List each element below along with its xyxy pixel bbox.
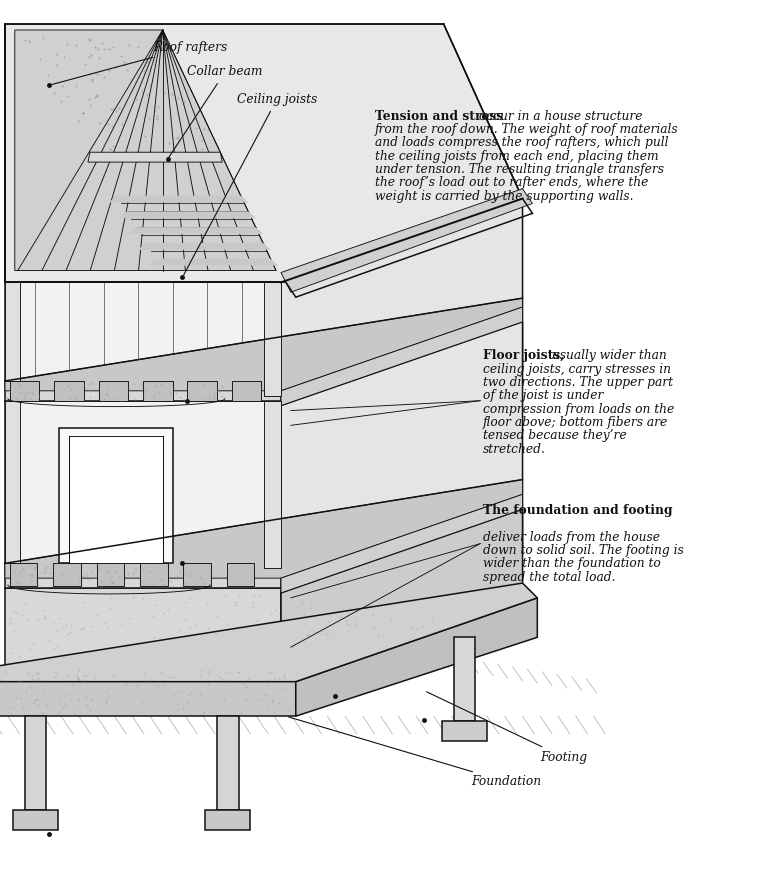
Text: and loads compress the roof rafters, which pull: and loads compress the roof rafters, whi… (374, 136, 668, 150)
Polygon shape (265, 282, 281, 396)
Polygon shape (140, 564, 168, 586)
Polygon shape (281, 307, 522, 406)
Text: Footing: Footing (427, 692, 587, 763)
Polygon shape (5, 564, 281, 588)
Polygon shape (88, 152, 222, 162)
Polygon shape (265, 401, 281, 568)
Polygon shape (10, 564, 37, 586)
Polygon shape (55, 381, 84, 401)
Polygon shape (25, 716, 46, 810)
Text: weight is carried by the supporting walls.: weight is carried by the supporting wall… (374, 190, 633, 202)
Polygon shape (205, 810, 250, 830)
Polygon shape (148, 259, 278, 265)
Polygon shape (96, 564, 124, 586)
Polygon shape (5, 479, 522, 578)
Polygon shape (5, 401, 281, 564)
Text: spread the total load.: spread the total load. (483, 571, 615, 584)
Polygon shape (281, 509, 522, 672)
Polygon shape (128, 228, 264, 234)
Polygon shape (59, 428, 173, 564)
Polygon shape (227, 564, 255, 586)
Polygon shape (0, 583, 537, 682)
Polygon shape (5, 282, 281, 381)
Polygon shape (0, 667, 296, 716)
Polygon shape (138, 243, 271, 250)
Polygon shape (69, 436, 163, 564)
Polygon shape (99, 381, 128, 401)
Polygon shape (281, 495, 522, 593)
Polygon shape (118, 211, 256, 219)
Text: Roof rafters: Roof rafters (52, 41, 227, 84)
Polygon shape (281, 199, 522, 371)
Text: Collar beam: Collar beam (169, 65, 263, 157)
Polygon shape (5, 381, 281, 401)
Polygon shape (5, 401, 20, 564)
Polygon shape (143, 381, 173, 401)
Text: Ceiling joists: Ceiling joists (183, 93, 317, 275)
Polygon shape (281, 189, 532, 292)
Polygon shape (281, 322, 522, 568)
Text: occur in a house structure: occur in a house structure (475, 110, 643, 123)
Polygon shape (108, 195, 249, 202)
Polygon shape (10, 381, 39, 401)
Text: stretched.: stretched. (483, 443, 546, 455)
Polygon shape (5, 282, 20, 381)
Text: compression from loads on the: compression from loads on the (483, 402, 675, 416)
Polygon shape (183, 564, 211, 586)
Text: tensed because they’re: tensed because they’re (483, 429, 627, 443)
Polygon shape (442, 721, 487, 741)
Text: floor above; bottom fibers are: floor above; bottom fibers are (483, 416, 669, 429)
Polygon shape (13, 810, 58, 830)
Polygon shape (5, 24, 522, 282)
Text: Tension and stress: Tension and stress (374, 110, 503, 123)
Polygon shape (296, 598, 537, 716)
Text: the roof’s load out to rafter ends, where the: the roof’s load out to rafter ends, wher… (374, 177, 648, 189)
Text: from the roof down. The weight of roof materials: from the roof down. The weight of roof m… (374, 123, 678, 136)
Polygon shape (15, 30, 276, 271)
Text: deliver loads from the house: deliver loads from the house (483, 530, 660, 544)
Text: under tension. The resulting triangle transfers: under tension. The resulting triangle tr… (374, 163, 664, 177)
Text: the ceiling joists from each end, placing them: the ceiling joists from each end, placin… (374, 150, 658, 163)
Polygon shape (5, 588, 281, 667)
Text: down to solid soil. The footing is: down to solid soil. The footing is (483, 544, 684, 557)
Text: two directions. The upper part: two directions. The upper part (483, 376, 673, 389)
Text: ceiling joists, carry stresses in: ceiling joists, carry stresses in (483, 363, 671, 375)
Polygon shape (187, 381, 217, 401)
Polygon shape (5, 298, 522, 391)
Text: Foundation: Foundation (289, 717, 541, 788)
Text: The foundation and footing: The foundation and footing (483, 504, 673, 517)
Text: of the joist is under: of the joist is under (483, 390, 603, 402)
Text: usually wider than: usually wider than (548, 349, 667, 362)
Text: Floor joists,: Floor joists, (483, 349, 565, 362)
Polygon shape (232, 381, 262, 401)
Polygon shape (53, 564, 81, 586)
Polygon shape (217, 716, 239, 810)
Polygon shape (453, 637, 475, 721)
Text: wider than the foundation to: wider than the foundation to (483, 557, 661, 571)
